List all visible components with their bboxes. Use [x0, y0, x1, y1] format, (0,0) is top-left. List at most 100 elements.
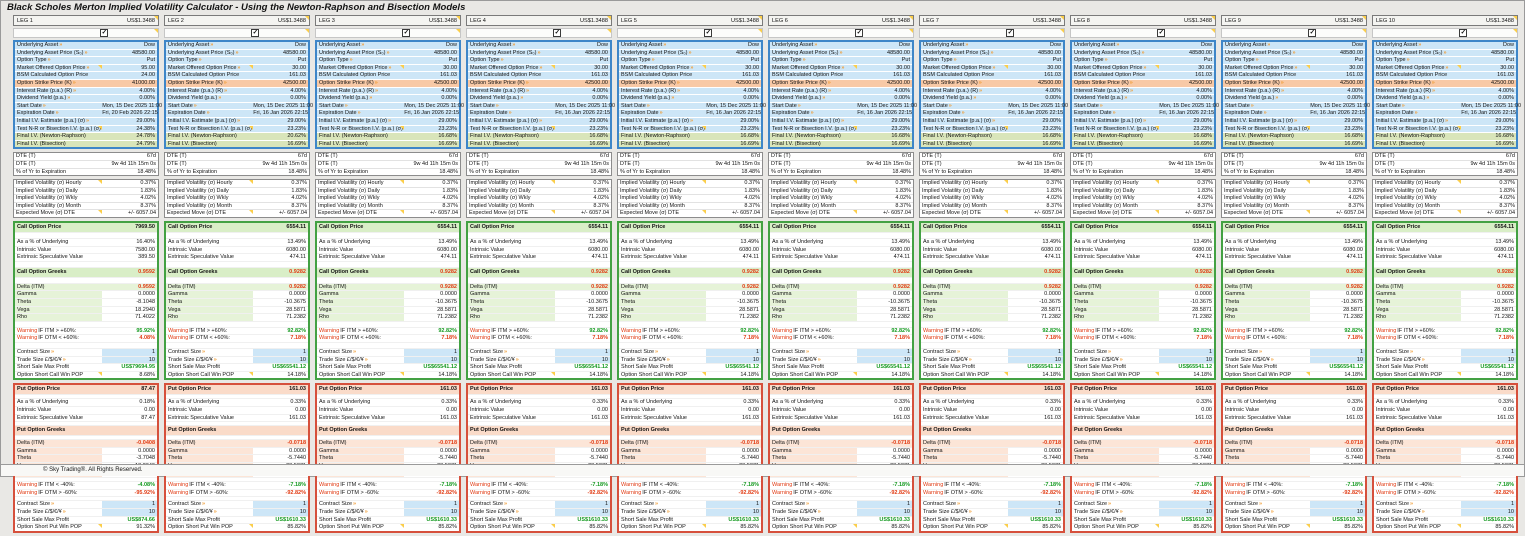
rate-value[interactable]: 4.00% — [555, 88, 610, 95]
leg-enabled-checkbox[interactable]: ✓ — [1006, 29, 1014, 37]
asset-value[interactable]: Dow — [706, 42, 761, 49]
price-value[interactable]: 48580.00 — [555, 50, 610, 57]
strike-value[interactable]: 42500.00 — [1008, 80, 1063, 87]
contract-value[interactable]: 1 — [253, 501, 308, 508]
price-value[interactable]: 48580.00 — [1159, 50, 1214, 57]
contract-value[interactable]: 1 — [1461, 501, 1516, 508]
init_iv-value[interactable]: 29.00% — [1461, 118, 1516, 125]
type-value[interactable]: Put — [102, 57, 157, 64]
exp-value[interactable]: Fri, 16 Jan 2026 22:15 — [1310, 110, 1367, 117]
type-value[interactable]: Put — [404, 57, 459, 64]
strike-value[interactable]: 42500.00 — [1159, 80, 1214, 87]
market-value[interactable]: 30.00 — [253, 65, 308, 72]
market-value[interactable]: 95.00 — [102, 65, 157, 72]
rate-value[interactable]: 4.00% — [1310, 88, 1365, 95]
exp-value[interactable]: Fri, 16 Jan 2026 22:15 — [706, 110, 763, 117]
start-value[interactable]: Mon, 15 Dec 2025 11:00 — [1159, 103, 1221, 110]
init_iv-value[interactable]: 29.00% — [706, 118, 761, 125]
div-value[interactable]: 0.00% — [555, 95, 610, 102]
exp-value[interactable]: Fri, 20 Feb 2026 22:15 — [102, 110, 160, 117]
rate-value[interactable]: 4.00% — [102, 88, 157, 95]
init_iv-value[interactable]: 29.00% — [1008, 118, 1063, 125]
exp-value[interactable]: Fri, 16 Jan 2026 22:15 — [857, 110, 914, 117]
trade-value[interactable]: 10 — [1159, 509, 1214, 516]
leg-enabled-checkbox[interactable]: ✓ — [402, 29, 410, 37]
contract-value[interactable]: 1 — [404, 501, 459, 508]
div-value[interactable]: 0.00% — [1008, 95, 1063, 102]
test_iv-value[interactable]: 23.23% — [404, 126, 459, 133]
contract-value[interactable]: 1 — [555, 501, 610, 508]
div-value[interactable]: 0.00% — [706, 95, 761, 102]
asset-value[interactable]: Dow — [1008, 42, 1063, 49]
test_iv-value[interactable]: 23.23% — [555, 126, 610, 133]
leg-enabled-checkbox[interactable]: ✓ — [251, 29, 259, 37]
price-value[interactable]: 48580.00 — [1008, 50, 1063, 57]
contract-value[interactable]: 1 — [253, 349, 308, 356]
type-value[interactable]: Put — [555, 57, 610, 64]
type-value[interactable]: Put — [857, 57, 912, 64]
test_iv-value[interactable]: 23.23% — [857, 126, 912, 133]
init_iv-value[interactable]: 29.00% — [1310, 118, 1365, 125]
start-value[interactable]: Mon, 15 Dec 2025 11:00 — [555, 103, 617, 110]
price-value[interactable]: 48580.00 — [857, 50, 912, 57]
contract-value[interactable]: 1 — [1310, 501, 1365, 508]
trade-value[interactable]: 10 — [1008, 357, 1063, 364]
start-value[interactable]: Mon, 15 Dec 2025 11:00 — [857, 103, 919, 110]
start-value[interactable]: Mon, 15 Dec 2025 11:00 — [1008, 103, 1070, 110]
rate-value[interactable]: 4.00% — [404, 88, 459, 95]
asset-value[interactable]: Dow — [1461, 42, 1516, 49]
price-value[interactable]: 48580.00 — [1310, 50, 1365, 57]
trade-value[interactable]: 10 — [555, 509, 610, 516]
type-value[interactable]: Put — [1461, 57, 1516, 64]
trade-value[interactable]: 10 — [102, 509, 157, 516]
trade-value[interactable]: 10 — [102, 357, 157, 364]
init_iv-value[interactable]: 29.00% — [857, 118, 912, 125]
test_iv-value[interactable]: 23.23% — [1159, 126, 1214, 133]
leg-enabled-checkbox[interactable]: ✓ — [553, 29, 561, 37]
start-value[interactable]: Mon, 15 Dec 2025 11:00 — [404, 103, 466, 110]
type-value[interactable]: Put — [1008, 57, 1063, 64]
strike-value[interactable]: 42500.00 — [857, 80, 912, 87]
strike-value[interactable]: 42500.00 — [555, 80, 610, 87]
market-value[interactable]: 30.00 — [1461, 65, 1516, 72]
rate-value[interactable]: 4.00% — [857, 88, 912, 95]
price-value[interactable]: 48580.00 — [1461, 50, 1516, 57]
div-value[interactable]: 0.00% — [253, 95, 308, 102]
contract-value[interactable]: 1 — [857, 349, 912, 356]
contract-value[interactable]: 1 — [706, 349, 761, 356]
trade-value[interactable]: 10 — [1008, 509, 1063, 516]
exp-value[interactable]: Fri, 16 Jan 2026 22:15 — [1008, 110, 1065, 117]
trade-value[interactable]: 10 — [706, 509, 761, 516]
test_iv-value[interactable]: 23.23% — [1461, 126, 1516, 133]
asset-value[interactable]: Dow — [857, 42, 912, 49]
trade-value[interactable]: 10 — [1461, 509, 1516, 516]
rate-value[interactable]: 4.00% — [1461, 88, 1516, 95]
rate-value[interactable]: 4.00% — [706, 88, 761, 95]
rate-value[interactable]: 4.00% — [253, 88, 308, 95]
div-value[interactable]: 0.00% — [1461, 95, 1516, 102]
div-value[interactable]: 0.00% — [1310, 95, 1365, 102]
test_iv-value[interactable]: 23.23% — [1310, 126, 1365, 133]
contract-value[interactable]: 1 — [555, 349, 610, 356]
contract-value[interactable]: 1 — [1159, 349, 1214, 356]
exp-value[interactable]: Fri, 16 Jan 2026 22:15 — [555, 110, 612, 117]
trade-value[interactable]: 10 — [253, 357, 308, 364]
contract-value[interactable]: 1 — [706, 501, 761, 508]
trade-value[interactable]: 10 — [253, 509, 308, 516]
type-value[interactable]: Put — [706, 57, 761, 64]
contract-value[interactable]: 1 — [102, 349, 157, 356]
market-value[interactable]: 30.00 — [555, 65, 610, 72]
exp-value[interactable]: Fri, 16 Jan 2026 22:15 — [1159, 110, 1216, 117]
trade-value[interactable]: 10 — [706, 357, 761, 364]
start-value[interactable]: Mon, 15 Dec 2025 11:00 — [1310, 103, 1372, 110]
market-value[interactable]: 30.00 — [1310, 65, 1365, 72]
start-value[interactable]: Mon, 15 Dec 2025 11:00 — [1461, 103, 1523, 110]
leg-enabled-checkbox[interactable]: ✓ — [1157, 29, 1165, 37]
exp-value[interactable]: Fri, 16 Jan 2026 22:15 — [1461, 110, 1518, 117]
test_iv-value[interactable]: 24.38% — [102, 126, 157, 133]
trade-value[interactable]: 10 — [1461, 357, 1516, 364]
start-value[interactable]: Mon, 15 Dec 2025 11:00 — [102, 103, 164, 110]
market-value[interactable]: 30.00 — [1159, 65, 1214, 72]
type-value[interactable]: Put — [253, 57, 308, 64]
price-value[interactable]: 48580.00 — [706, 50, 761, 57]
